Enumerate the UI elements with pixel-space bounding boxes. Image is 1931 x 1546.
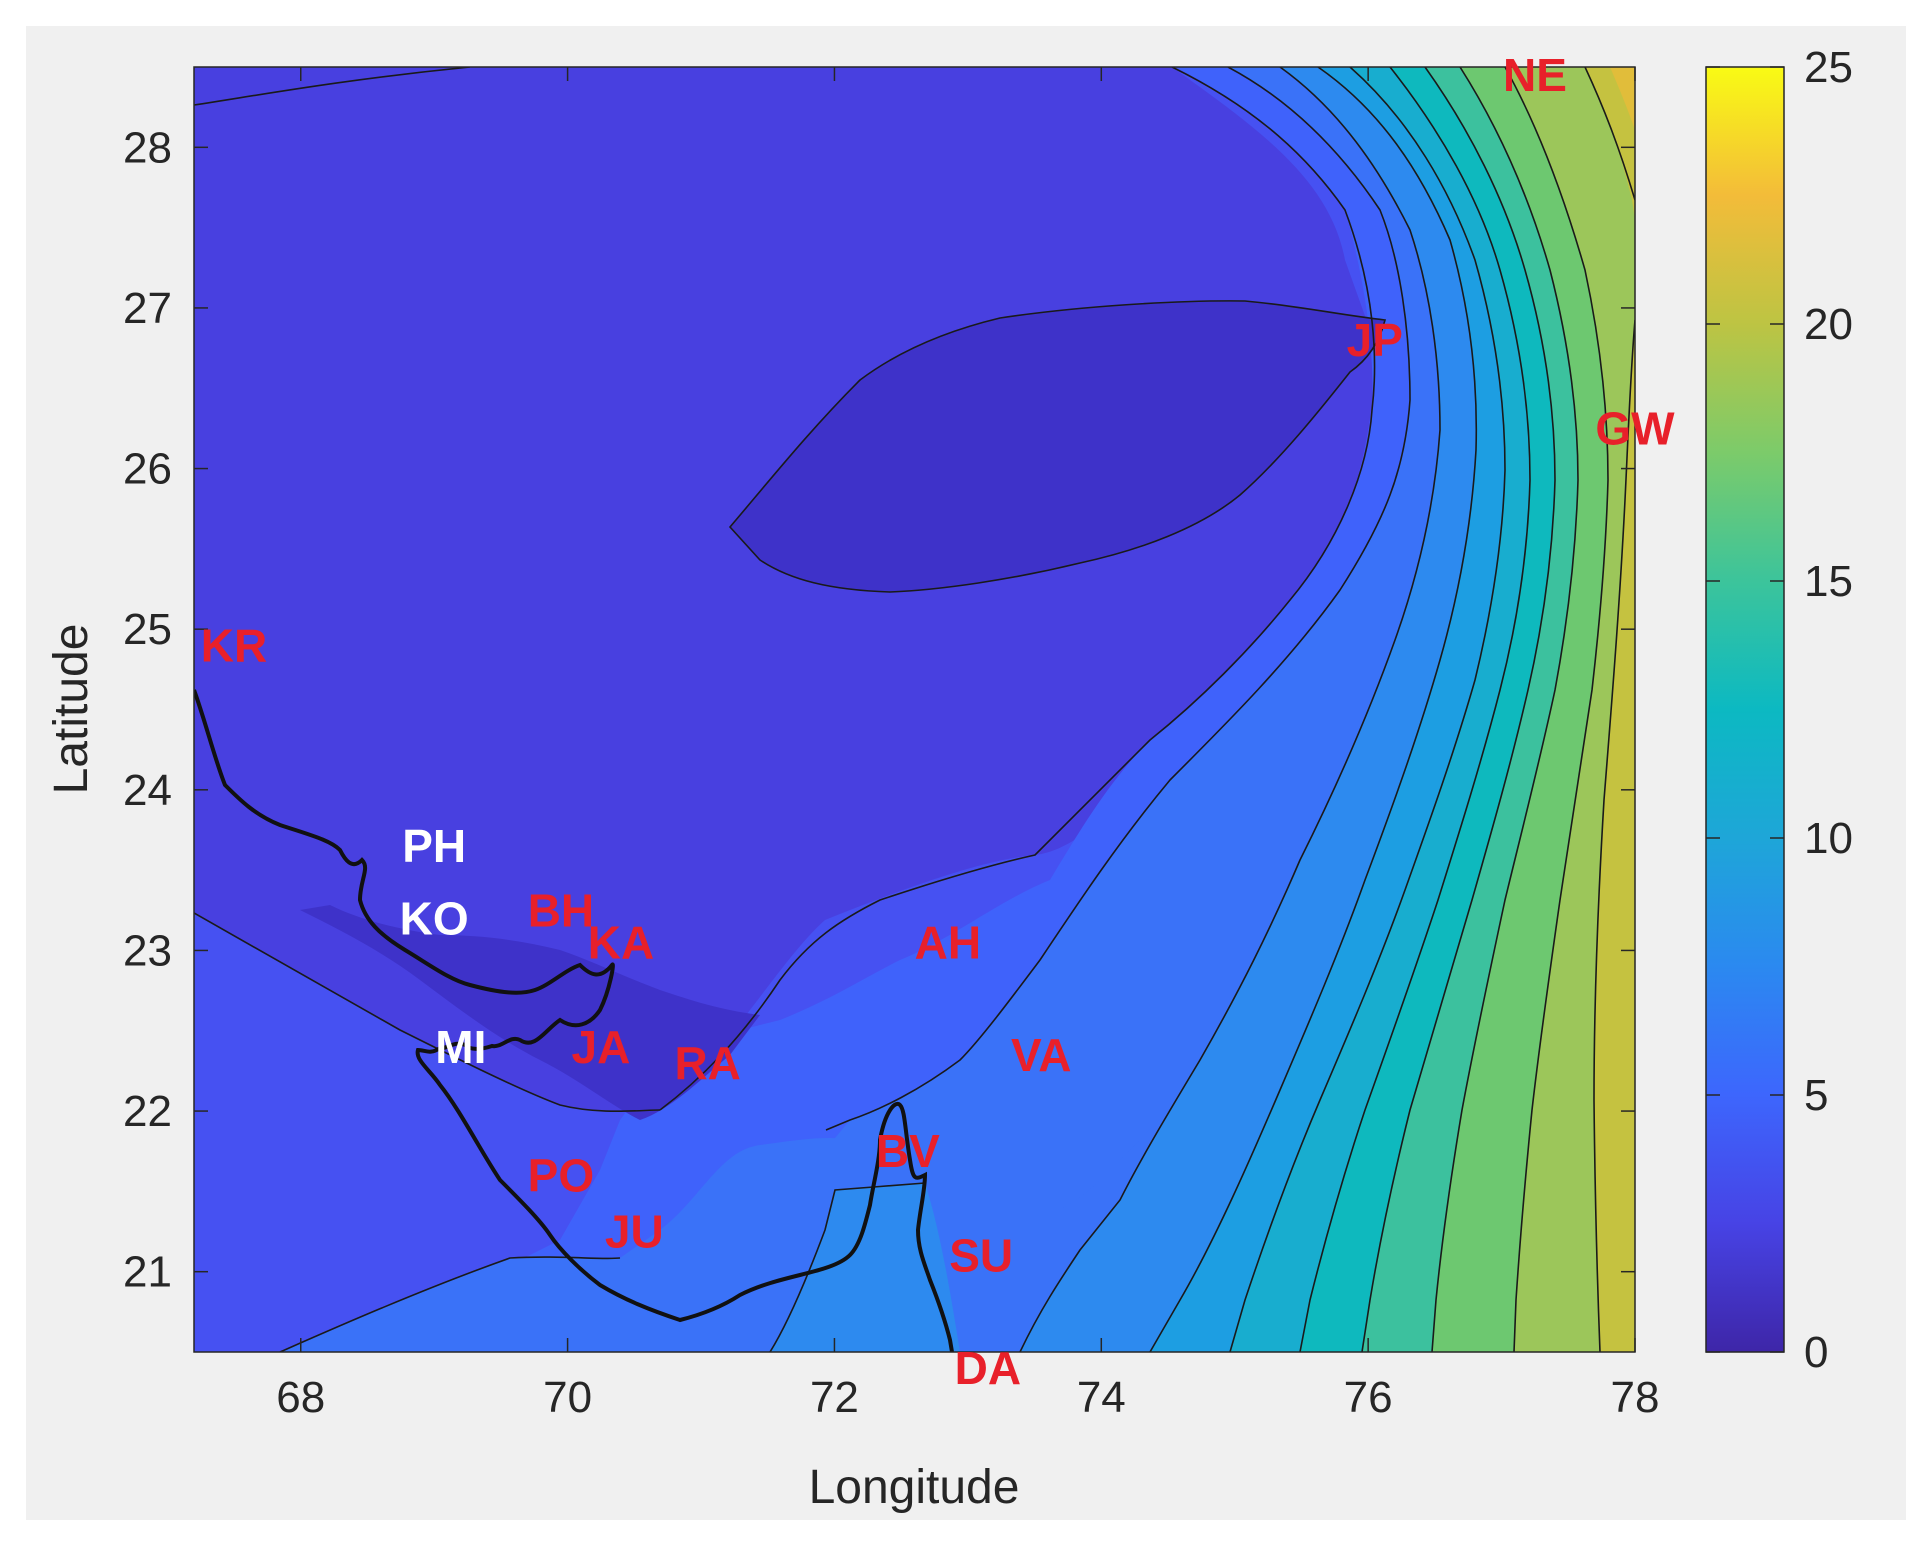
contour-band-12	[1585, 67, 1635, 1352]
site-label-gw: GW	[1595, 402, 1675, 454]
x-tick-label: 76	[1344, 1373, 1393, 1422]
site-label-ph: PH	[402, 820, 466, 872]
colorbar-axis: 0 5 10 15 20 25	[1706, 43, 1853, 1377]
x-tick-label: 74	[1077, 1373, 1126, 1422]
site-label-ja: JA	[572, 1021, 631, 1073]
colorbar-tick-label: 20	[1804, 300, 1853, 349]
site-label-po: PO	[528, 1149, 594, 1201]
x-axis-title: Longitude	[809, 1461, 1020, 1514]
colorbar-tick-label: 25	[1804, 43, 1853, 92]
colorbar	[1705, 66, 1785, 1353]
site-label-ah: AH	[915, 916, 981, 968]
contour-band-5b	[770, 1183, 960, 1352]
colorbar-tick-label: 5	[1804, 1071, 1828, 1120]
y-tick-label: 25	[123, 605, 172, 654]
site-label-su: SU	[949, 1230, 1013, 1282]
y-tick-label: 27	[123, 284, 172, 333]
contour-band-2b	[194, 913, 660, 1352]
y-tick-label: 24	[123, 766, 172, 815]
y-tick-label: 21	[123, 1248, 172, 1297]
y-axis: 21 22 23 24 25 26 27 28	[123, 123, 1635, 1297]
x-tick-label: 72	[810, 1373, 859, 1422]
site-label-ra: RA	[674, 1037, 740, 1089]
contour-band-low-1	[730, 300, 1385, 592]
site-label-kr: KR	[201, 619, 267, 671]
colorbar-tick-label: 15	[1804, 557, 1853, 606]
x-tick-label: 70	[543, 1373, 592, 1422]
y-tick-label: 23	[123, 926, 172, 975]
x-tick-label: 78	[1611, 1373, 1660, 1422]
site-label-ko: KO	[400, 892, 469, 944]
y-tick-label: 28	[123, 123, 172, 172]
y-axis-title: Latitude	[45, 624, 98, 795]
x-axis: 68 70 72 74 76 78	[276, 67, 1659, 1422]
contour-band-13	[1610, 67, 1635, 130]
y-tick-label: 22	[123, 1087, 172, 1136]
site-label-ne: NE	[1503, 49, 1567, 101]
site-label-bh: BH	[528, 884, 594, 936]
plot-area	[194, 67, 1635, 1352]
site-label-ka: KA	[588, 916, 654, 968]
contour-band-low-2	[300, 905, 760, 1120]
colorbar-tick-label: 0	[1804, 1328, 1828, 1377]
site-label-mi: MI	[435, 1021, 486, 1073]
x-tick-label: 68	[276, 1373, 325, 1422]
site-label-jp: JP	[1347, 314, 1403, 366]
y-tick-label: 26	[123, 445, 172, 494]
colorbar-tick-label: 10	[1804, 814, 1853, 863]
plot-axes-box	[193, 66, 1636, 1353]
site-label-da: DA	[955, 1342, 1021, 1394]
site-label-va: VA	[1011, 1029, 1072, 1081]
site-label-bv: BV	[876, 1125, 940, 1177]
contour-lines	[194, 67, 1635, 1352]
coastline	[194, 689, 954, 1352]
site-label-ju: JU	[605, 1206, 664, 1258]
